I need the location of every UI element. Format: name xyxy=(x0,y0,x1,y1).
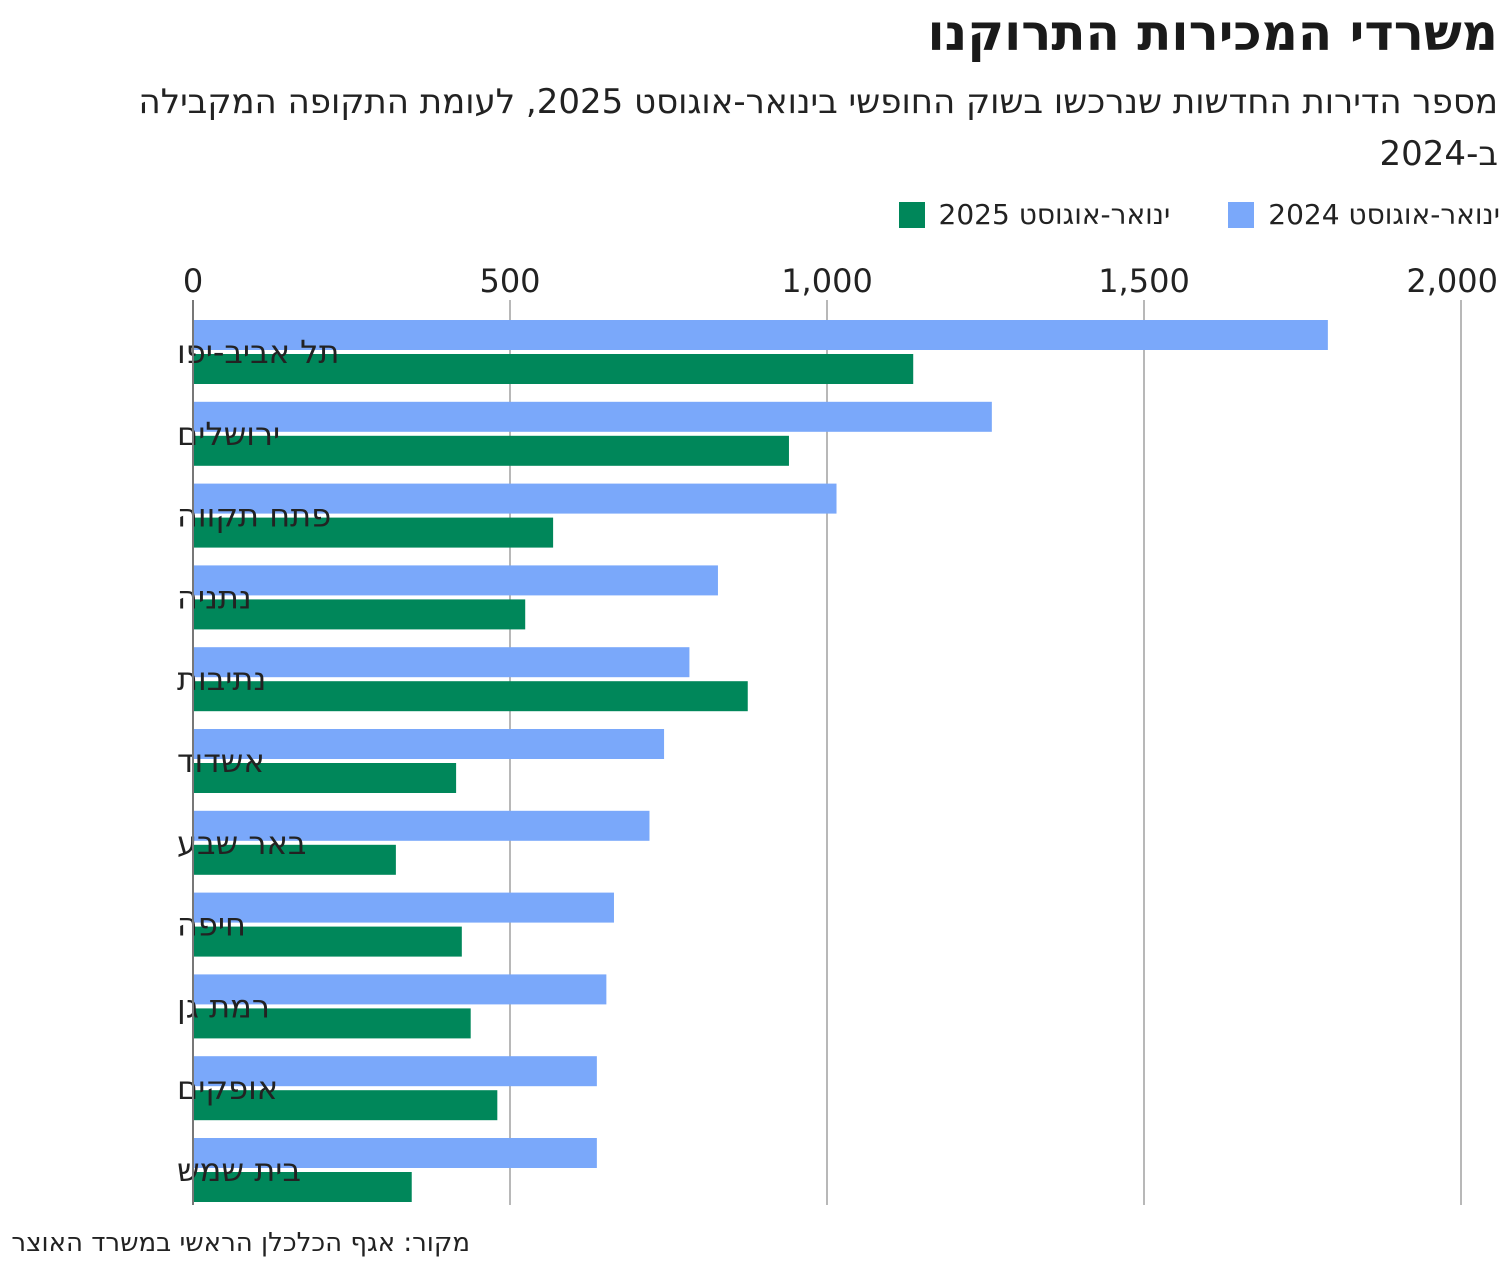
x-tick-label: 2,000 xyxy=(1406,262,1498,300)
bar xyxy=(193,401,992,432)
bar xyxy=(193,599,526,630)
bar xyxy=(193,763,457,793)
bar xyxy=(193,1008,471,1039)
bar xyxy=(193,892,614,923)
category-label: ירושלים xyxy=(177,415,280,453)
bar xyxy=(193,517,554,548)
category-label: נתניה xyxy=(177,578,252,616)
category-label: נתיבות xyxy=(177,660,266,698)
bar xyxy=(193,354,914,384)
legend-swatch-2024 xyxy=(1228,201,1255,228)
legend-label-2024: ינואר-אוגוסט 2024 xyxy=(1268,198,1500,231)
category-label: תל אביב-יפו xyxy=(177,333,339,371)
bar xyxy=(193,647,690,678)
category-label: רמת גן xyxy=(177,987,270,1025)
bar xyxy=(193,729,665,759)
bar xyxy=(193,565,718,596)
bar xyxy=(193,320,1328,350)
bar xyxy=(193,974,607,1005)
x-tick-label: 1,000 xyxy=(781,262,873,300)
bar xyxy=(193,435,789,466)
x-tick-label: 0 xyxy=(183,262,203,300)
legend-label-2025: ינואר-אוגוסט 2025 xyxy=(938,198,1171,231)
bar xyxy=(193,681,748,712)
x-tick-label: 1,500 xyxy=(1098,262,1190,300)
bar xyxy=(193,844,396,875)
x-tick-label: 500 xyxy=(479,262,540,300)
legend: ינואר-אוגוסט 2025 ינואר-אוגוסט 2024 xyxy=(898,198,1500,231)
category-label: באר שבע xyxy=(177,824,306,862)
bar xyxy=(193,1138,597,1168)
bar xyxy=(193,483,837,514)
legend-item-2024: ינואר-אוגוסט 2024 xyxy=(1228,198,1500,231)
category-label: חיפה xyxy=(177,906,246,944)
category-label: אשדוד xyxy=(177,742,265,780)
chart-title: משרדי המכירות התרוקנו xyxy=(927,4,1498,62)
category-label: בית שמש xyxy=(177,1151,301,1189)
bar xyxy=(193,1090,498,1121)
legend-item-2025: ינואר-אוגוסט 2025 xyxy=(898,198,1171,231)
source-note: מקור: אגף הכלכלן הראשי במשרד האוצר xyxy=(11,1228,470,1258)
category-label: פתח תקווה xyxy=(177,497,331,535)
bar xyxy=(193,1172,412,1202)
bar xyxy=(193,1056,597,1087)
bar xyxy=(193,810,650,841)
chart-subtitle: מספר הדירות החדשות שנרכשו בשוק החופשי בי… xyxy=(138,82,1498,174)
legend-swatch-2025 xyxy=(898,201,925,228)
bar xyxy=(193,926,462,957)
